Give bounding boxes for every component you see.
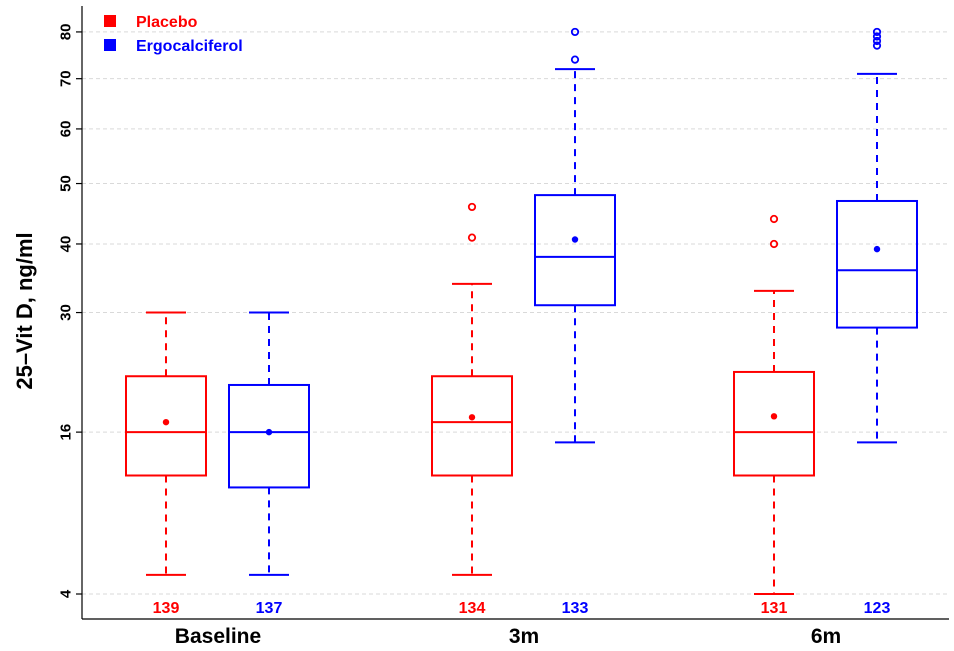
outlier-point <box>467 202 477 212</box>
iqr-box <box>534 194 616 307</box>
y-tick-label: 30 <box>57 304 74 321</box>
box-placebo-3m <box>431 202 513 576</box>
legend-swatch <box>104 39 116 51</box>
outlier-point <box>769 239 779 249</box>
x-category-label: 3m <box>509 625 539 648</box>
grid-lines <box>82 31 949 595</box>
sample-size-label: 131 <box>761 600 788 617</box>
mean-point <box>468 414 476 421</box>
sample-size-labels: 139 134 131 137 133 123 <box>153 600 891 617</box>
x-category-label: Baseline <box>175 625 261 648</box>
legend-swatch <box>104 15 116 27</box>
outlier-point <box>570 27 580 37</box>
outlier-point <box>872 27 882 37</box>
y-ticks: 4 16 30 40 50 60 70 80 <box>57 24 82 598</box>
y-tick-label: 80 <box>57 24 74 41</box>
boxes <box>125 27 918 595</box>
outlier-point <box>872 36 882 46</box>
iqr-box <box>228 383 310 489</box>
mean-point <box>770 413 778 420</box>
box-ergocalciferol-3m <box>534 27 616 444</box>
mean-point <box>162 418 170 426</box>
mean-point <box>873 245 881 253</box>
sample-size-label: 123 <box>864 600 891 617</box>
box-placebo-baseline <box>125 311 207 576</box>
sample-size-label: 134 <box>459 600 486 617</box>
y-tick-label: 70 <box>57 70 74 87</box>
iqr-box <box>125 375 207 477</box>
legend-label: Ergocalciferol <box>136 38 243 55</box>
outlier-point <box>872 41 882 50</box>
y-axis-label: 25–Vit D, ng/ml <box>12 232 37 389</box>
y-tick-label: 40 <box>57 236 74 253</box>
box-ergocalciferol-6m <box>836 27 918 444</box>
legend-label: Placebo <box>136 14 198 31</box>
iqr-box <box>431 375 513 477</box>
y-tick-label: 16 <box>57 424 74 441</box>
sample-size-label: 139 <box>153 600 180 617</box>
box-placebo-6m <box>733 214 815 595</box>
outlier-point <box>872 32 882 41</box>
outlier-point <box>467 233 477 242</box>
mean-point <box>265 428 273 436</box>
sample-size-label: 137 <box>256 600 283 617</box>
sample-size-label: 133 <box>562 600 589 617</box>
x-category-labels: Baseline 3m 6m <box>175 625 841 648</box>
y-tick-label: 60 <box>57 121 74 138</box>
box-ergocalciferol-baseline <box>228 311 310 576</box>
outlier-point <box>570 55 580 64</box>
iqr-box <box>836 199 918 329</box>
legend: Placebo Ergocalciferol <box>104 14 243 55</box>
mean-point <box>571 236 579 243</box>
iqr-box <box>733 370 815 477</box>
y-tick-label: 50 <box>57 175 74 192</box>
y-tick-label: 4 <box>57 589 74 598</box>
outlier-point <box>769 214 779 224</box>
x-category-label: 6m <box>811 625 841 648</box>
